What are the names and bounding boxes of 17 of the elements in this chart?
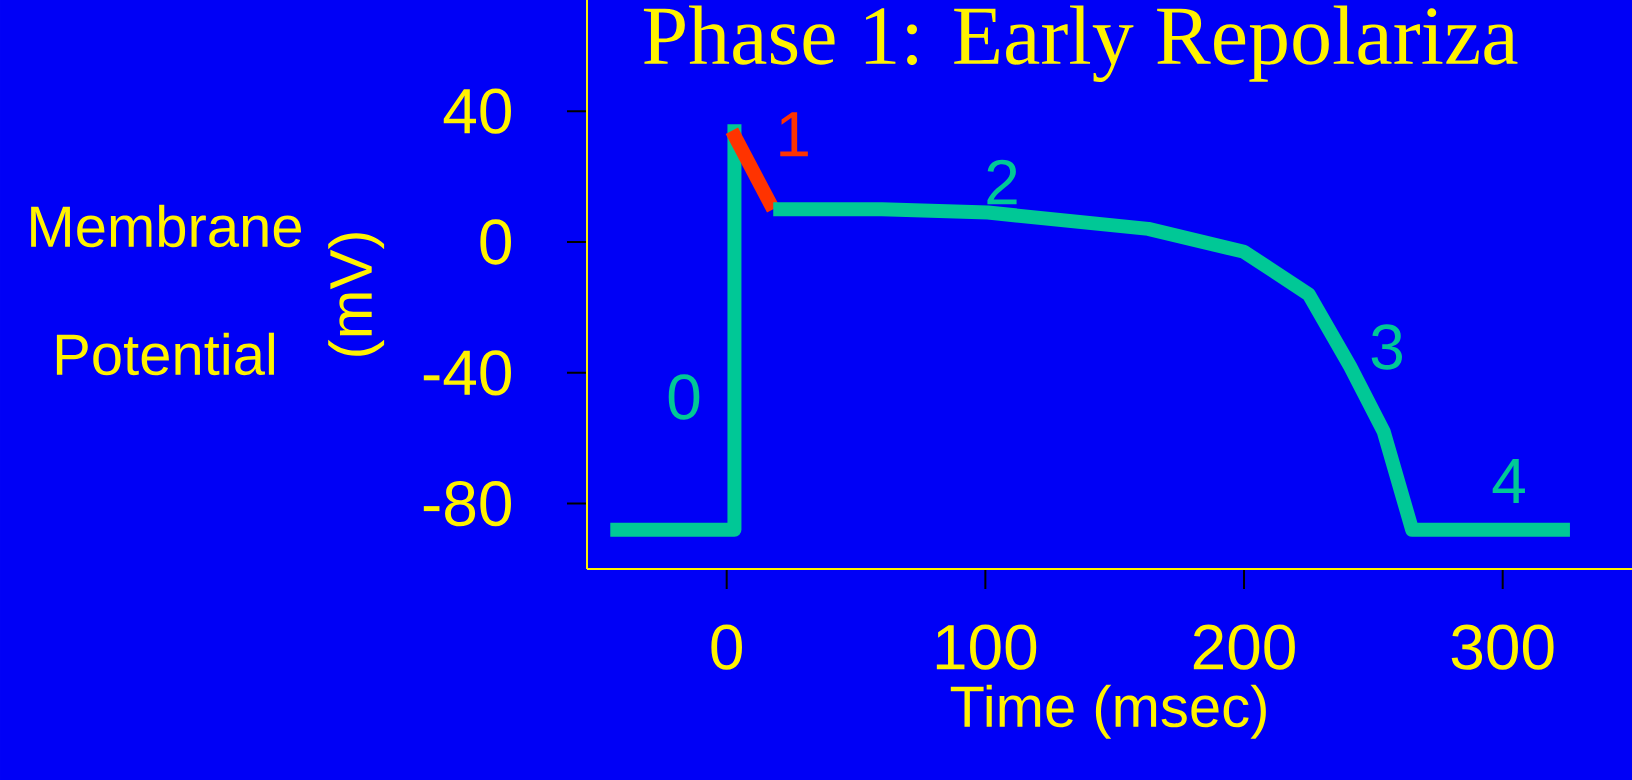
annotation: 0: [668, 374, 700, 420]
annotation: 2: [987, 159, 1017, 205]
y-tick-label: -40: [423, 350, 511, 396]
x-axis-title: Time (msec): [950, 684, 1266, 739]
chart-title: Phase 1: Early Repolariza: [643, 5, 1518, 82]
y-tick-label: 40: [443, 88, 511, 134]
x-tick-label: 300: [1451, 624, 1554, 670]
x-tick-label: 0: [711, 624, 742, 670]
series-label: 1: [780, 112, 808, 157]
annotation: 3: [1371, 324, 1402, 370]
y-tick-label: 0: [480, 219, 511, 265]
text: Membrane Potential: [31, 204, 301, 376]
annotation: 4: [1492, 458, 1525, 504]
x-tick-label: 200: [1193, 624, 1295, 670]
y-tick-label: -80: [423, 480, 511, 527]
y-axis-title: (mV): [328, 233, 385, 356]
x-tick-label: 100: [936, 624, 1037, 670]
